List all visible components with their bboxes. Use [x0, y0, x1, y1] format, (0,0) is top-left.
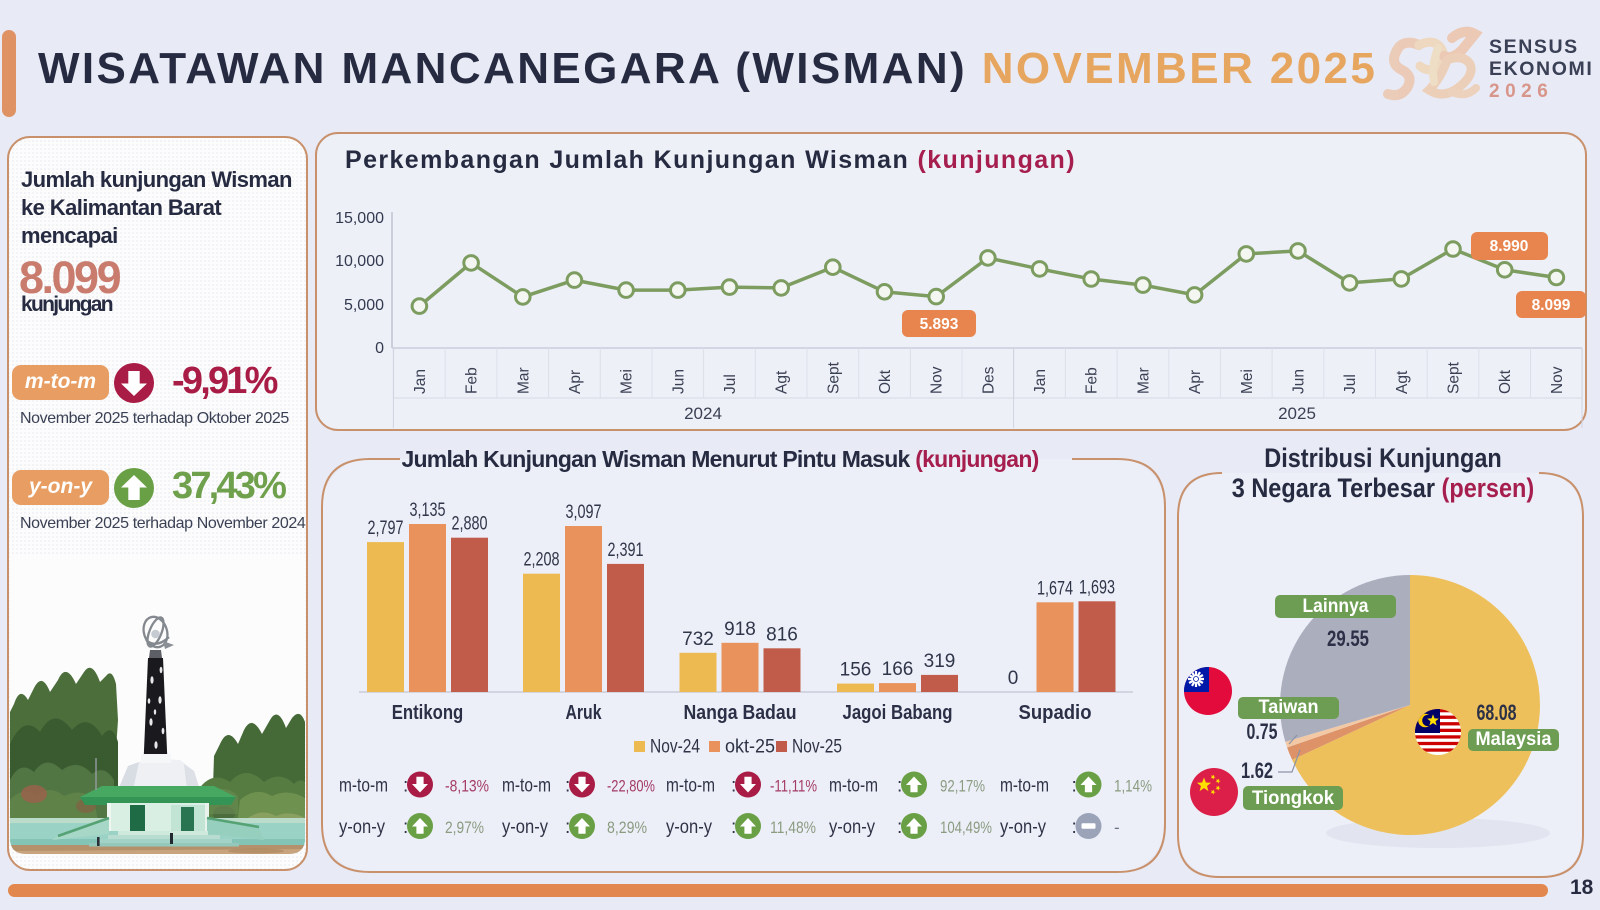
svg-text:0: 0 — [1008, 668, 1019, 689]
svg-text:Jun: Jun — [1291, 369, 1308, 394]
svg-text:11,48%: 11,48% — [770, 818, 816, 837]
svg-text:3,097: 3,097 — [566, 502, 602, 523]
svg-text:okt-25: okt-25 — [725, 737, 775, 758]
svg-text:y-on-y: y-on-y — [1000, 817, 1046, 838]
svg-text:166: 166 — [882, 659, 914, 680]
svg-text::: : — [1072, 776, 1077, 797]
svg-text:Jun: Jun — [670, 369, 687, 394]
svg-text:Nanga Badau: Nanga Badau — [684, 701, 797, 724]
svg-text:29.55: 29.55 — [1327, 626, 1369, 651]
svg-text:Sept: Sept — [1446, 361, 1463, 394]
svg-text:15,000: 15,000 — [335, 210, 384, 227]
svg-text:Agt: Agt — [1394, 370, 1411, 394]
svg-text:Nov: Nov — [1549, 366, 1566, 394]
svg-text:Aruk: Aruk — [566, 701, 602, 724]
svg-text:Supadio: Supadio — [1019, 701, 1092, 724]
svg-text:Malaysia: Malaysia — [1476, 729, 1552, 750]
svg-text:Jan: Jan — [1032, 369, 1049, 394]
svg-text:Feb: Feb — [464, 367, 481, 394]
svg-text::: : — [1072, 817, 1077, 838]
svg-text::: : — [731, 817, 736, 838]
svg-text:Feb: Feb — [1084, 367, 1101, 394]
svg-text:Mar: Mar — [1135, 367, 1152, 394]
svg-text:2,391: 2,391 — [608, 540, 644, 561]
svg-text::: : — [403, 817, 408, 838]
svg-text:8.990: 8.990 — [1490, 238, 1529, 255]
svg-text:Agt: Agt — [774, 370, 791, 394]
svg-text:y-on-y: y-on-y — [502, 817, 548, 838]
svg-text:5.893: 5.893 — [920, 316, 959, 333]
svg-text:2,97%: 2,97% — [445, 818, 484, 837]
svg-text:92,17%: 92,17% — [940, 777, 985, 796]
svg-text:-22,80%: -22,80% — [607, 777, 655, 796]
svg-text:-: - — [1114, 818, 1120, 837]
svg-text:m-to-m: m-to-m — [666, 776, 715, 797]
svg-text:Mar: Mar — [515, 367, 532, 394]
svg-text:m-to-m: m-to-m — [502, 776, 551, 797]
svg-text:816: 816 — [766, 624, 798, 645]
svg-text:y-on-y: y-on-y — [666, 817, 712, 838]
svg-text:Jul: Jul — [1342, 374, 1359, 394]
svg-text:Nov-24: Nov-24 — [650, 737, 700, 758]
svg-text:2,880: 2,880 — [452, 514, 488, 535]
svg-text:8,29%: 8,29% — [607, 818, 647, 837]
svg-text:10,000: 10,000 — [335, 253, 384, 270]
svg-text::: : — [731, 776, 736, 797]
svg-text:2,797: 2,797 — [368, 518, 404, 539]
svg-text:Tiongkok: Tiongkok — [1252, 788, 1334, 809]
svg-text:Jagoi Babang: Jagoi Babang — [843, 701, 953, 724]
svg-text:Nov-25: Nov-25 — [792, 737, 842, 758]
svg-text:m-to-m: m-to-m — [339, 776, 388, 797]
svg-text:2025: 2025 — [1278, 404, 1316, 423]
svg-text:-8,13%: -8,13% — [445, 777, 489, 796]
svg-text:m-to-m: m-to-m — [1000, 776, 1049, 797]
svg-text:104,49%: 104,49% — [940, 818, 992, 837]
svg-text:Lainnya: Lainnya — [1303, 596, 1369, 617]
svg-text:0: 0 — [375, 340, 384, 357]
svg-text:Entikong: Entikong — [392, 701, 464, 724]
svg-text:-11,11%: -11,11% — [770, 777, 817, 796]
svg-text:m-to-m: m-to-m — [829, 776, 878, 797]
svg-text:Apr: Apr — [567, 370, 584, 394]
svg-text:918: 918 — [724, 619, 756, 640]
svg-text:1.62: 1.62 — [1241, 758, 1273, 783]
svg-text:732: 732 — [682, 629, 714, 650]
svg-text::: : — [403, 776, 408, 797]
svg-text:2024: 2024 — [684, 404, 722, 423]
svg-text::: : — [565, 776, 570, 797]
svg-text:3,135: 3,135 — [410, 500, 446, 521]
svg-text:Mei: Mei — [1239, 369, 1256, 394]
svg-text:Jan: Jan — [412, 369, 429, 394]
svg-text:Taiwan: Taiwan — [1259, 697, 1319, 718]
svg-text:1,14%: 1,14% — [1114, 777, 1152, 796]
svg-text:0.75: 0.75 — [1247, 719, 1278, 744]
svg-text::: : — [565, 817, 570, 838]
svg-text:1,674: 1,674 — [1037, 578, 1073, 599]
svg-text:Des: Des — [980, 366, 997, 394]
svg-text:Okt: Okt — [1497, 369, 1514, 394]
svg-text:1,693: 1,693 — [1079, 577, 1115, 598]
svg-text:68.08: 68.08 — [1477, 700, 1517, 725]
svg-text:319: 319 — [924, 651, 956, 672]
svg-text:y-on-y: y-on-y — [829, 817, 875, 838]
svg-text:Jul: Jul — [722, 374, 739, 394]
svg-text:156: 156 — [840, 660, 872, 681]
svg-text:5,000: 5,000 — [344, 297, 384, 314]
svg-text:Sept: Sept — [825, 361, 842, 394]
svg-text:Mei: Mei — [619, 369, 636, 394]
svg-text:Okt: Okt — [877, 369, 894, 394]
svg-text:2,208: 2,208 — [524, 550, 560, 571]
svg-text:Apr: Apr — [1187, 370, 1204, 394]
svg-text:Nov: Nov — [929, 366, 946, 394]
svg-text:y-on-y: y-on-y — [339, 817, 385, 838]
svg-text::: : — [897, 776, 902, 797]
svg-text:8.099: 8.099 — [1532, 297, 1571, 314]
svg-text::: : — [897, 817, 902, 838]
